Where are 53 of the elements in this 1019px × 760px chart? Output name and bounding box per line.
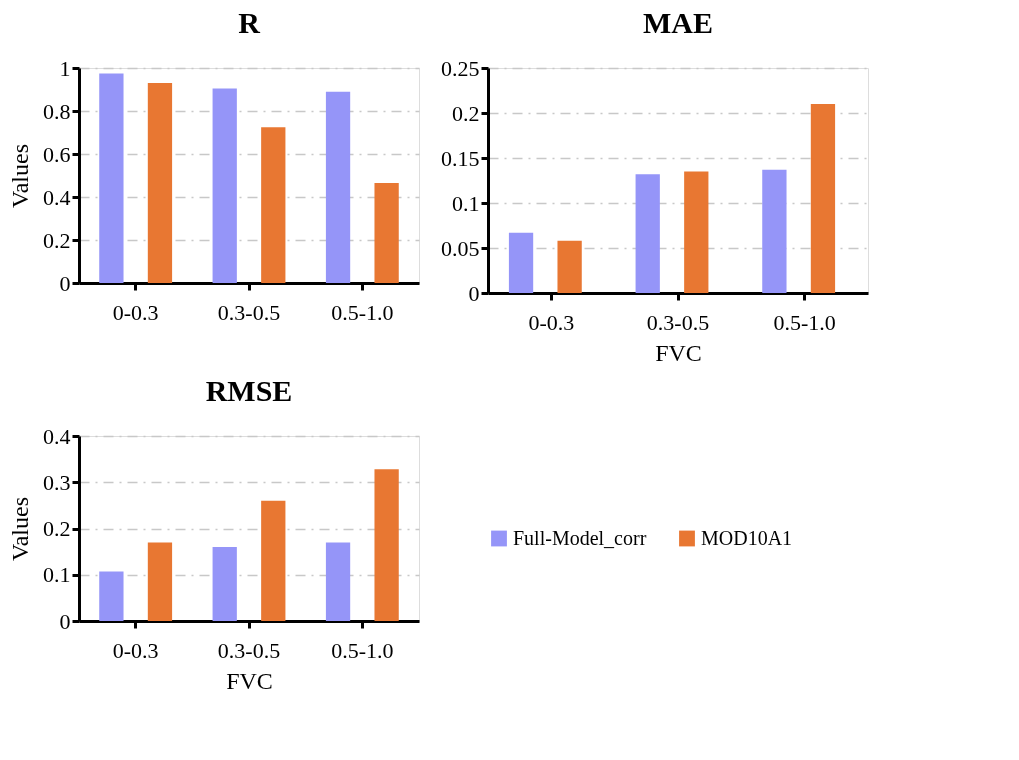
chart-title: MAE — [643, 6, 713, 39]
x-tick-label: 0-0.3 — [528, 309, 575, 335]
x-tick-label: 0-0.3 — [112, 637, 159, 663]
x-tick-label: 0.3-0.5 — [217, 637, 281, 663]
x-axis-title: FVC — [226, 667, 273, 694]
y-tick-label: 0 — [468, 280, 480, 306]
y-tick-label: 0.2 — [452, 100, 480, 126]
bar — [99, 571, 124, 621]
bar — [557, 240, 582, 293]
x-tick-label: 0.5-1.0 — [331, 637, 394, 663]
bar — [99, 73, 124, 283]
y-tick-label: 0.6 — [43, 141, 71, 167]
x-tick-label: 0.5-1.0 — [331, 299, 394, 325]
y-tick-label: 0 — [59, 270, 71, 296]
bar — [762, 169, 787, 293]
bar — [374, 469, 399, 621]
bar — [325, 542, 351, 621]
chart-title: RMSE — [205, 374, 293, 407]
y-tick-label: 0.4 — [43, 184, 71, 210]
bar — [374, 183, 399, 283]
y-tick-label: 0.4 — [43, 423, 71, 449]
y-tick-label: 0.2 — [43, 227, 71, 253]
y-tick-label: 0.3 — [43, 469, 71, 495]
bar — [212, 547, 237, 621]
x-tick-label: 0.3-0.5 — [646, 309, 710, 335]
y-tick-label: 0.15 — [441, 145, 480, 171]
y-axis-title: Values — [7, 144, 33, 208]
x-tick-label: 0.5-1.0 — [773, 309, 836, 335]
bar — [325, 91, 351, 283]
y-tick-label: 0.25 — [441, 55, 480, 81]
x-axis-title: FVC — [655, 339, 702, 366]
y-axis-title: Values — [7, 497, 33, 561]
bar — [810, 104, 836, 293]
bar — [212, 88, 237, 283]
bar — [684, 171, 709, 293]
legend-label: Full-Model_corr — [513, 526, 647, 549]
x-tick-label: 0.3-0.5 — [217, 299, 281, 325]
y-tick-label: 0.2 — [43, 516, 71, 541]
chart-title: R — [238, 6, 261, 39]
bar — [261, 127, 286, 283]
y-tick-label: 0 — [59, 608, 71, 634]
bar — [261, 500, 286, 621]
y-tick-label: 1 — [59, 55, 71, 81]
bar — [147, 83, 173, 283]
legend-label: MOD10A1 — [701, 526, 793, 549]
y-tick-label: 0.05 — [441, 235, 480, 261]
y-tick-label: 0.1 — [452, 190, 480, 216]
bar — [147, 542, 173, 621]
y-tick-label: 0.1 — [43, 562, 71, 588]
x-tick-label: 0-0.3 — [112, 299, 159, 325]
y-tick-label: 0.8 — [43, 98, 71, 124]
bar — [508, 232, 534, 293]
bar — [635, 174, 660, 293]
